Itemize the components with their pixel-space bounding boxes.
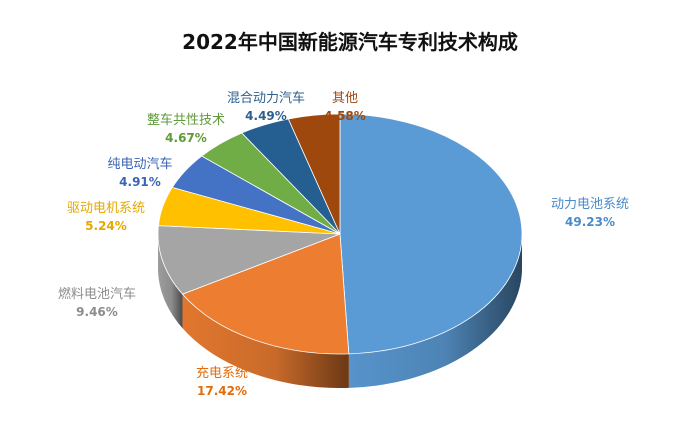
slice-value-label: 4.67% <box>165 131 207 145</box>
pie-slice-1 <box>339 113 523 355</box>
pie-side-shade-2 <box>182 294 349 388</box>
pie-slice-2 <box>181 233 350 355</box>
chart-title: 2022年中国新能源汽车专利技术构成 <box>182 30 518 54</box>
slice-name-label: 燃料电池汽车 <box>58 286 136 302</box>
slice-label-5: 纯电动汽车 4.91% <box>107 156 172 189</box>
slice-value-label: 9.46% <box>76 305 118 319</box>
slice-label-4: 驱动电机系统 5.24% <box>67 201 145 233</box>
slice-name-label: 充电系统 <box>196 365 248 381</box>
pie-side-shade-3 <box>158 234 183 329</box>
slice-value-label: 4.49% <box>245 109 287 123</box>
slice-label-6: 整车共性技术 4.67% <box>147 112 225 145</box>
slice-label-8: 其他 4.58% <box>324 91 366 123</box>
pie-slice-3 <box>157 225 341 295</box>
slice-name-label: 混合动力汽车 <box>227 90 305 106</box>
slice-label-2: 充电系统 17.42% <box>196 365 248 398</box>
slice-value-label: 17.42% <box>197 384 247 398</box>
slice-value-label: 4.58% <box>324 109 366 123</box>
slice-name-label: 动力电池系统 <box>551 197 629 212</box>
slice-value-label: 5.24% <box>85 219 127 233</box>
pie-slice-8 <box>287 113 341 235</box>
slice-name-label: 其他 <box>332 91 358 106</box>
slice-name-label: 整车共性技术 <box>147 112 225 128</box>
slice-name-label: 驱动电机系统 <box>67 201 145 216</box>
slice-label-1: 动力电池系统 49.23% <box>551 197 629 229</box>
slice-label-3: 燃料电池汽车 9.46% <box>58 286 136 319</box>
slice-label-7: 混合动力汽车 4.49% <box>227 90 305 123</box>
slice-value-label: 49.23% <box>565 215 615 229</box>
slice-name-label: 纯电动汽车 <box>107 156 172 172</box>
slice-value-label: 4.91% <box>119 175 161 189</box>
